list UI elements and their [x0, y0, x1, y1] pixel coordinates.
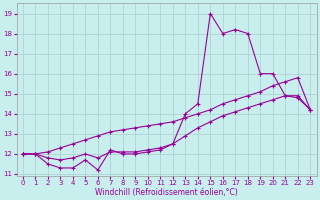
X-axis label: Windchill (Refroidissement éolien,°C): Windchill (Refroidissement éolien,°C): [95, 188, 238, 197]
